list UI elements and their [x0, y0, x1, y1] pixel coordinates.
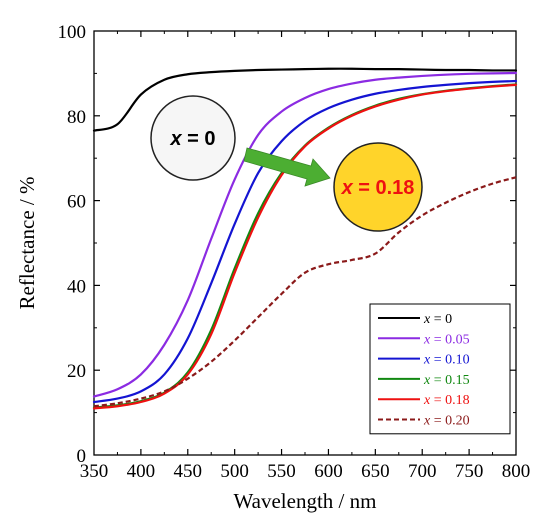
legend-label-3-value: = 0.15 [430, 373, 469, 388]
x-tick-label: 350 [80, 461, 109, 482]
legend-label-0-value: = 0 [430, 312, 452, 327]
legend-label-3: x = 0.15 [423, 373, 470, 388]
legend-label-2-value: = 0.10 [430, 353, 469, 368]
series-line-2 [92, 79, 518, 404]
bubble-end-label: x = 0.18 [341, 177, 415, 199]
y-tick-label: 0 [77, 446, 87, 467]
y-tick-label: 100 [58, 22, 87, 43]
series-line-1 [92, 71, 518, 398]
y-axis-label: Reflectance / % [15, 177, 39, 310]
series-line-4 [92, 83, 518, 410]
x-tick-label: 400 [127, 461, 156, 482]
bubble-start-variable: x [169, 128, 182, 150]
x-tick-label: 450 [174, 461, 203, 482]
legend-label-5-variable: x [423, 414, 431, 429]
legend-label-3-variable: x [423, 373, 431, 388]
series-line-5 [93, 176, 517, 408]
x-tick-label: 650 [361, 461, 390, 482]
y-tick-label: 40 [67, 276, 86, 297]
legend-label-1-variable: x [423, 332, 431, 347]
legend-box [369, 303, 511, 435]
x-tick-label: 550 [267, 461, 296, 482]
legend-label-5: x = 0.20 [423, 414, 470, 429]
x-tick-label: 700 [408, 461, 437, 482]
y-tick-label: 60 [67, 192, 86, 213]
bubble-start-label: x = 0 [169, 128, 215, 150]
legend-label-4-value: = 0.18 [430, 393, 469, 408]
bubble-end-value: = 0.18 [353, 177, 415, 199]
bubble-end-variable: x [341, 177, 354, 199]
legend-label-5-value: = 0.20 [430, 414, 469, 429]
y-tick-label: 20 [67, 361, 86, 382]
legend-label-1-value: = 0.05 [430, 332, 469, 347]
legend-label-0: x = 0 [423, 312, 452, 327]
y-tick-label: 80 [67, 107, 86, 128]
legend-label-2-variable: x [423, 353, 431, 368]
x-tick-label: 800 [502, 461, 531, 482]
x-tick-label: 600 [314, 461, 343, 482]
legend-label-4: x = 0.18 [423, 393, 470, 408]
legend-label-4-variable: x [423, 393, 431, 408]
bubble-start [150, 95, 236, 181]
legend-label-1: x = 0.05 [423, 332, 470, 347]
x-axis-label: Wavelength / nm [234, 489, 377, 513]
legend-label-2: x = 0.10 [423, 353, 470, 368]
bubble-end [333, 142, 423, 232]
bubble-start-value: = 0 [182, 128, 216, 150]
legend-label-0-variable: x [423, 312, 431, 327]
arrow-icon [243, 147, 331, 187]
x-tick-label: 750 [455, 461, 484, 482]
x-tick-label: 500 [220, 461, 249, 482]
series-line-0 [92, 67, 518, 132]
